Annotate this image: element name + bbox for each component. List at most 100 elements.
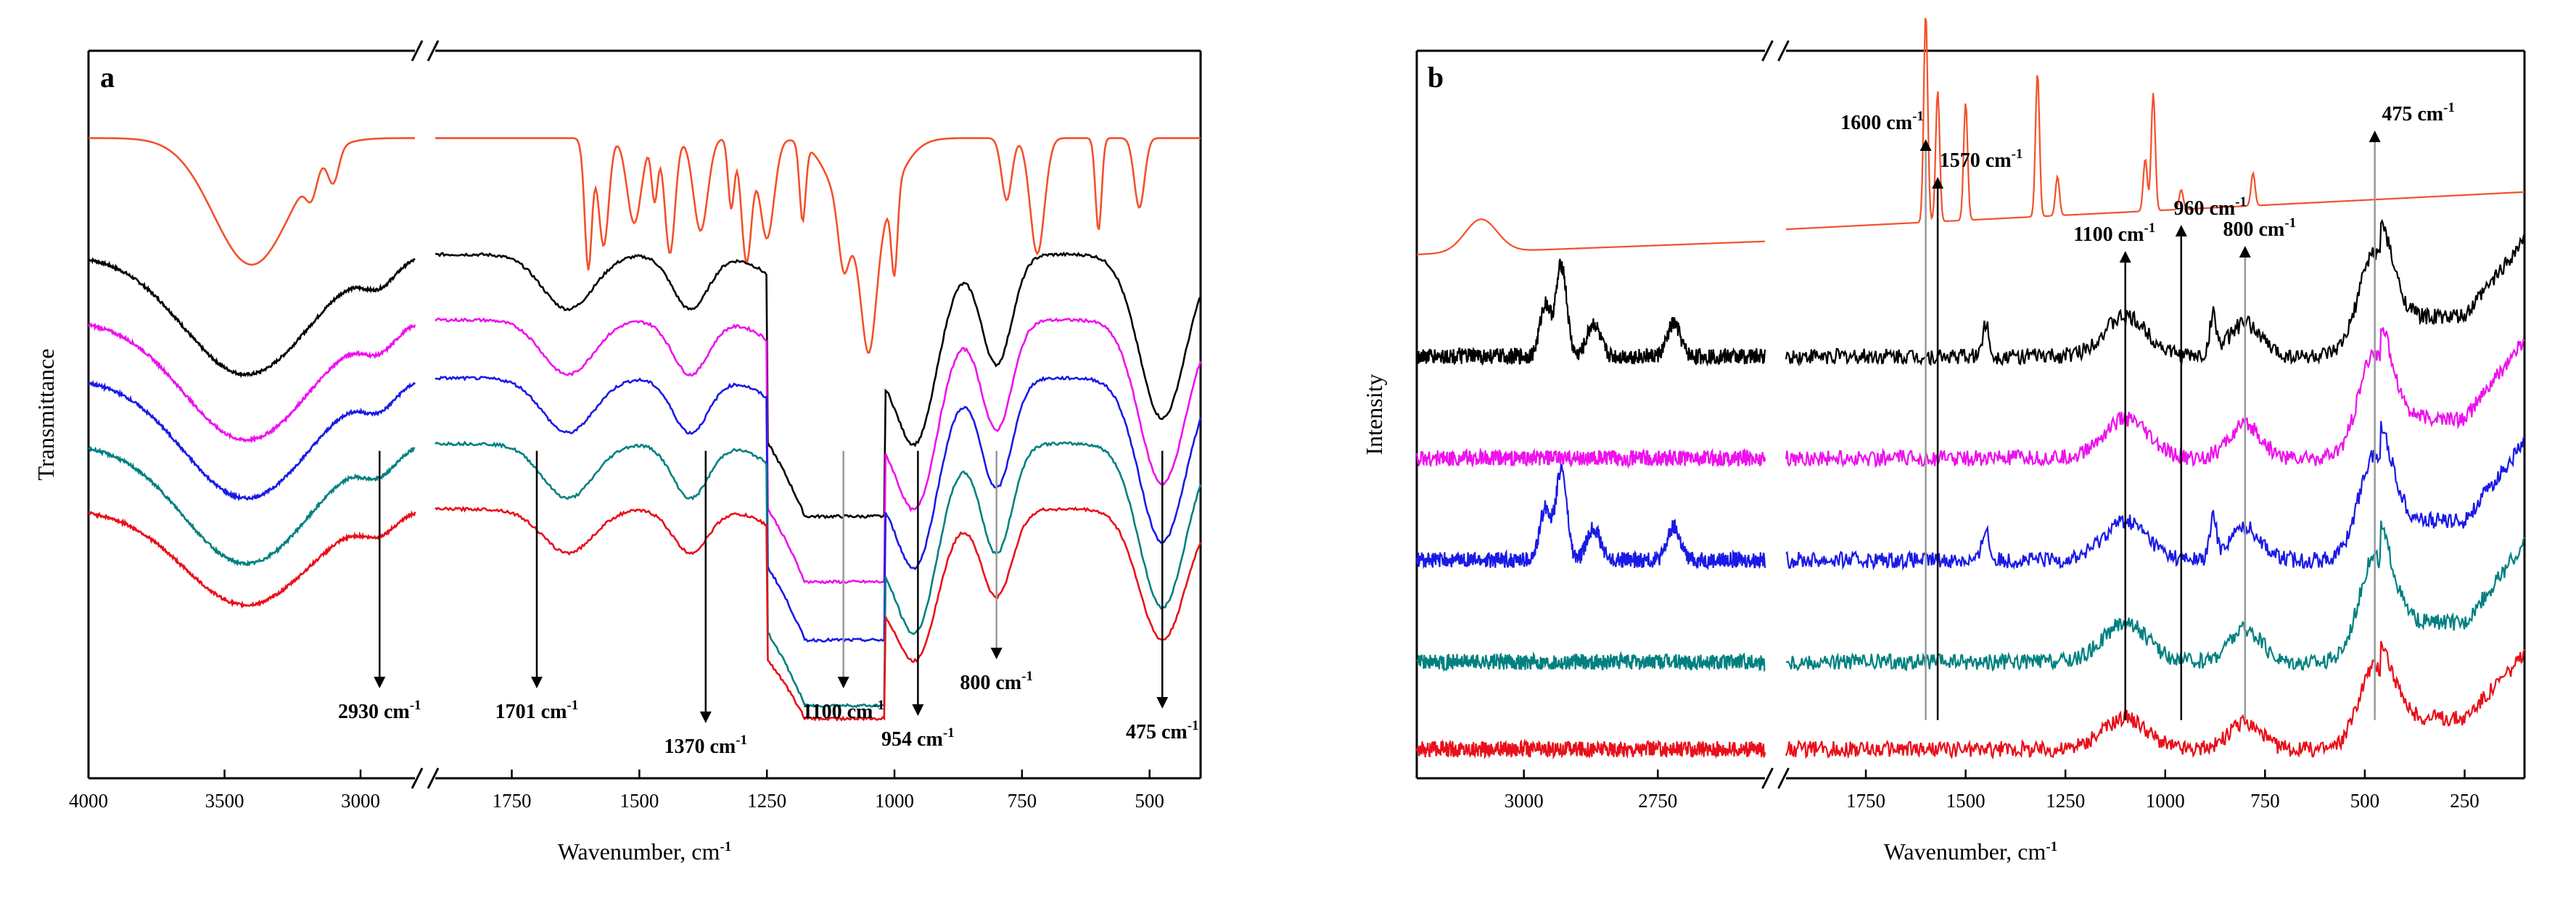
annotation-arrowhead: [990, 648, 1003, 659]
raman-spectrum-line: [1785, 327, 2525, 469]
annotation-label-sup: -1: [1912, 109, 1924, 124]
raman-spectrum-line: [1785, 520, 2525, 672]
x-axis-label-main: Wavenumber, cm: [558, 838, 720, 865]
x-tick-label: 4000: [69, 790, 108, 812]
x-tick-label: 1000: [2146, 790, 2185, 812]
annotation-label-main: 1570 cm: [1940, 149, 2012, 172]
annotation-label: 1600 cm-1: [1840, 109, 1924, 134]
ftir-spectrum-line: [87, 322, 416, 444]
annotation-label-main: 1370 cm: [664, 735, 736, 758]
annotation-label-main: 2930 cm: [338, 701, 410, 723]
raman-spectrum-line: [1785, 421, 2525, 572]
panel-letter: b: [1428, 61, 1444, 94]
annotation-label: 1100 cm-1: [802, 698, 884, 723]
x-tick-label: 1500: [1946, 790, 1986, 812]
panel-a-ftir-chart: 4000 3500 3000 1750 1500 1250 1000 750 500 Wavenu…: [33, 40, 1202, 865]
ftir-spectrum-line: [88, 445, 416, 567]
y-axis-label: Intensity: [1361, 374, 1387, 456]
raman-spectrum-line: [1785, 17, 2525, 231]
x-tick-label: 1750: [1846, 790, 1885, 812]
raman-spectrum-line: [1417, 218, 1765, 255]
x-tick-label: 3000: [1505, 790, 1544, 812]
x-tick-label: 750: [2250, 790, 2280, 812]
x-axis-label-sup: -1: [2046, 839, 2057, 854]
ftir-spectrum-line: [435, 440, 1202, 709]
annotation-label: 800 cm-1: [2223, 215, 2297, 241]
annotation-label-sup: -1: [567, 698, 578, 713]
annotation-label-main: 800 cm: [2223, 218, 2285, 241]
annotation-arrowhead: [1919, 139, 1932, 151]
x-tick-label: 1500: [620, 790, 659, 812]
annotation-label-sup: -1: [736, 733, 747, 748]
annotation-label-main: 1600 cm: [1840, 112, 1912, 134]
ftir-spectrum-line: [88, 510, 416, 609]
annotation-label-sup: -1: [410, 698, 421, 713]
annotation-arrowhead: [530, 677, 543, 688]
y-axis-label: Transmittance: [33, 349, 59, 481]
annotation-label-main: 475 cm: [2382, 103, 2443, 125]
annotation-label: 475 cm-1: [2382, 100, 2455, 125]
annotation-label-sup: -1: [1188, 718, 1199, 733]
x-tick-label: 500: [1135, 790, 1164, 812]
x-tick-label: 1250: [747, 790, 786, 812]
axis-break-mark: [411, 40, 424, 62]
x-tick-label: 3000: [341, 790, 380, 812]
axis-break-mark: [1777, 767, 1790, 789]
ftir-spectrum-line: [88, 379, 416, 502]
annotation-label-sup: -1: [943, 725, 955, 741]
x-tick-label: 1750: [493, 790, 532, 812]
ftir-spectrum-line: [435, 506, 1202, 722]
annotation-arrowhead: [2175, 225, 2187, 236]
annotation-label-sup: -1: [2443, 100, 2455, 115]
raman-spectrum-line: [1415, 463, 1766, 571]
ftir-spectrum-line: [435, 317, 1202, 585]
raman-spectrum-line: [1415, 738, 1766, 760]
x-tick-label: 750: [1008, 790, 1037, 812]
axis-break-mark: [1761, 40, 1774, 62]
axis-break-mark: [1761, 767, 1774, 789]
annotation-label: 1100 cm-1: [2073, 220, 2155, 246]
annotation-label: 1370 cm-1: [664, 733, 747, 758]
annotation-label: 1570 cm-1: [1940, 147, 2023, 172]
annotation-label: 2930 cm-1: [338, 698, 421, 723]
x-axis-label-main: Wavenumber, cm: [1884, 838, 2046, 865]
annotation-label-sup: -1: [1021, 669, 1033, 684]
ftir-spectrum-line: [89, 137, 415, 266]
annotation-label-sup: -1: [2284, 215, 2296, 231]
ftir-spectrum-line: [435, 375, 1202, 643]
raman-spectrum-line: [1416, 651, 1766, 672]
raman-spectrum-line: [1415, 258, 1766, 367]
annotation-label: 1701 cm-1: [495, 698, 579, 723]
annotation-label-main: 800 cm: [960, 672, 1021, 694]
annotation-label: 954 cm-1: [881, 725, 955, 751]
annotation-label-sup: -1: [873, 698, 884, 713]
x-tick-label: 2750: [1638, 790, 1677, 812]
annotation-label-sup: -1: [2012, 147, 2023, 162]
x-axis-label: Wavenumber, cm-1: [558, 838, 731, 865]
axis-break-mark: [1777, 40, 1790, 62]
annotation-arrowhead: [699, 712, 712, 723]
annotation-arrowhead: [1156, 697, 1169, 709]
annotation-label-main: 1100 cm: [2073, 223, 2144, 246]
annotation-label: 960 cm-1: [2173, 194, 2247, 220]
panel-b-raman-chart: 3000 2750 1750 1500 1250 1000 750 500 250 Wavenum…: [1361, 17, 2526, 865]
ftir-spectrum-line: [88, 257, 416, 379]
annotation-arrowhead: [2369, 131, 2381, 142]
axis-break-mark: [427, 40, 440, 62]
raman-spectrum-line: [1785, 218, 2526, 367]
annotation-arrowhead: [2119, 251, 2131, 263]
x-tick-label: 500: [2350, 790, 2380, 812]
raman-spectrum-line: [1415, 447, 1766, 469]
annotation-arrowhead: [912, 704, 924, 716]
ftir-spectrum-line: [435, 137, 1201, 355]
annotation-label: 475 cm-1: [1126, 718, 1199, 743]
annotation-label: 800 cm-1: [960, 669, 1033, 694]
x-tick-label: 1250: [2046, 790, 2085, 812]
annotation-arrowhead: [374, 677, 386, 688]
annotation-arrowhead: [2239, 246, 2251, 257]
x-tick-label: 1000: [875, 790, 914, 812]
annotation-label-sup: -1: [2235, 194, 2247, 210]
axis-break-mark: [427, 767, 440, 789]
annotation-label-main: 1701 cm: [495, 701, 567, 723]
annotation-label-main: 1100 cm: [802, 701, 873, 723]
